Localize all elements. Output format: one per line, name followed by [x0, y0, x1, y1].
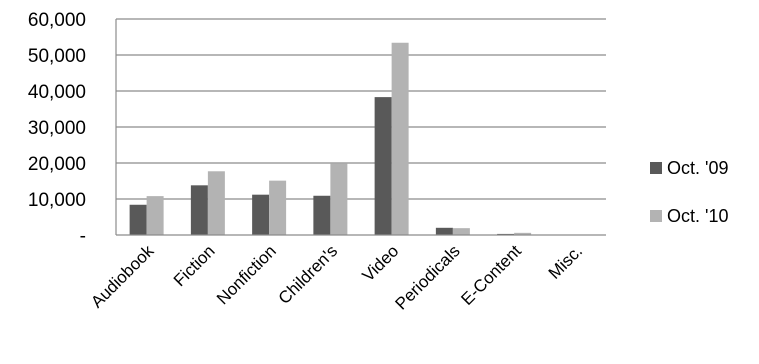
- bar: [313, 195, 331, 235]
- y-tick-label: 20,000: [28, 154, 86, 175]
- x-tick-label: Periodicals: [391, 241, 463, 313]
- bar: [252, 194, 270, 235]
- legend-label: Oct. '10: [667, 206, 728, 226]
- y-tick-label: 10,000: [28, 190, 86, 211]
- bar: [269, 180, 287, 235]
- bar: [514, 232, 532, 235]
- legend-swatch: [650, 210, 662, 222]
- y-tick-label: 40,000: [28, 82, 86, 103]
- legend: Oct. '09 Oct. '10: [650, 158, 728, 226]
- x-tick-label: Audiobook: [87, 241, 158, 312]
- x-tick-label: Misc.: [545, 241, 586, 282]
- bar: [391, 42, 409, 236]
- bar: [146, 196, 164, 235]
- y-tick-label: 30,000: [28, 118, 86, 139]
- y-tick-label: -: [80, 226, 86, 247]
- axes: [115, 19, 606, 236]
- bar: [452, 228, 470, 235]
- x-tick-label: Fiction: [170, 241, 219, 290]
- bar: [129, 204, 147, 235]
- bar: [435, 227, 453, 235]
- legend-swatch: [650, 162, 662, 174]
- x-tick-label: Children's: [275, 241, 342, 308]
- x-tick-label: Video: [358, 241, 402, 285]
- legend-label: Oct. '09: [667, 158, 728, 178]
- y-tick-labels: - 10,000 20,000 30,000 40,000 50,000 60,000: [28, 10, 86, 247]
- bar: [207, 171, 225, 235]
- gridlines: [116, 18, 606, 200]
- bars: [129, 42, 532, 236]
- bar: [374, 97, 392, 236]
- bar: [330, 163, 348, 235]
- y-tick-label: 60,000: [28, 10, 86, 31]
- y-tick-label: 50,000: [28, 46, 86, 67]
- x-tick-label: Nonfiction: [213, 241, 280, 308]
- bar: [190, 185, 208, 235]
- x-tick-label: E-Content: [457, 241, 525, 309]
